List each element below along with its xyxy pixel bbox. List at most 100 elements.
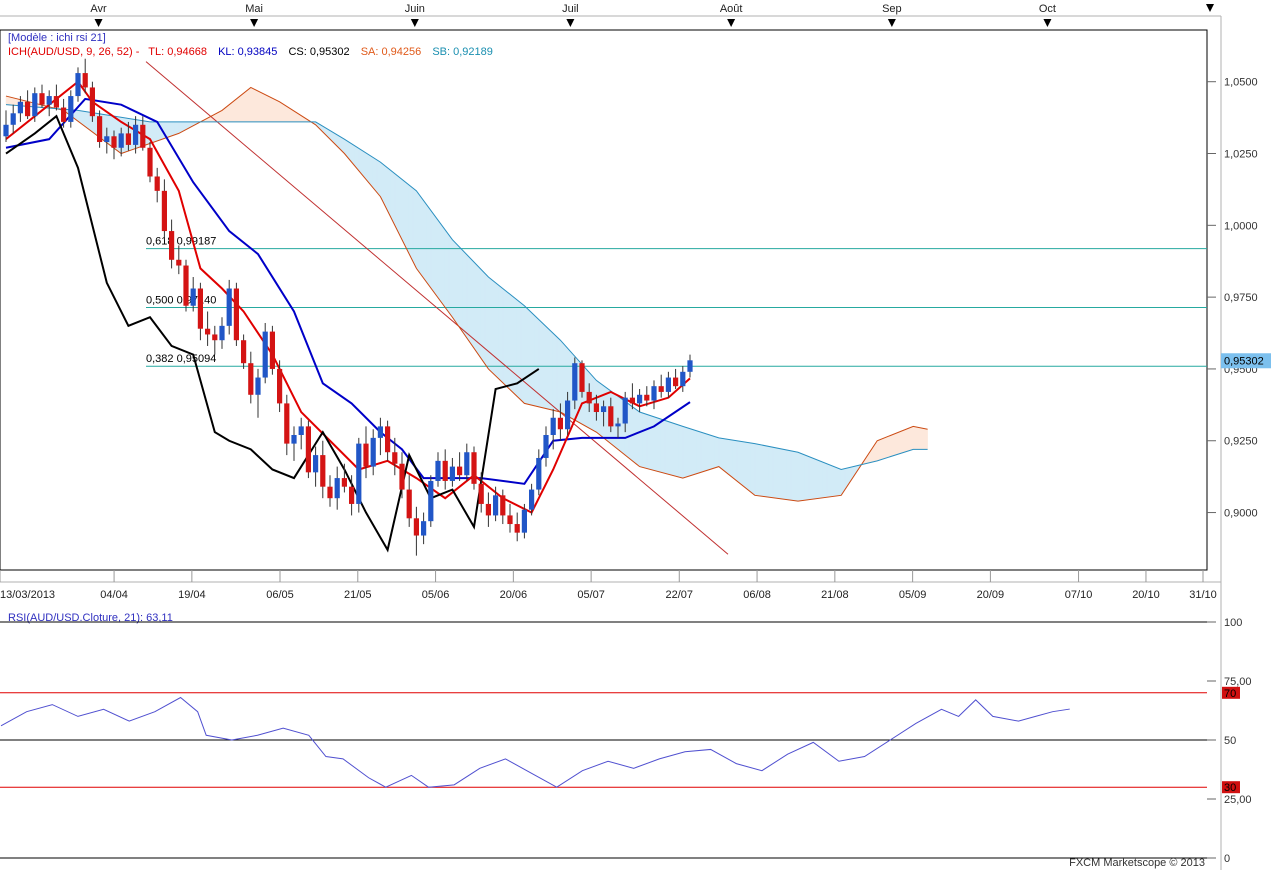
candle [485,492,491,527]
cloud-segment [257,90,262,123]
candle [82,58,88,94]
cloud-segment [639,411,644,468]
candle [356,437,362,513]
candle [89,81,95,122]
cloud-segment [804,454,810,501]
price-tick-label: 1,0250 [1224,149,1258,161]
cloud-segment [761,444,766,498]
candle [233,282,239,346]
candle [370,429,376,476]
candle [579,360,585,398]
candle [169,219,175,269]
month-label: Août [720,3,743,15]
cloud-segment [642,412,648,469]
date-tick-label: 07/10 [1065,589,1093,601]
date-tick-label: 20/10 [1132,589,1160,601]
cloud-segment [462,250,468,339]
indicator-name: ICH(AUD/USD, 9, 26, 52) - [8,46,140,58]
candle [629,383,635,410]
cloud-segment [405,181,410,255]
cloud-segment [696,430,702,474]
cloud-segment [365,152,370,185]
cloud-segment [408,184,414,262]
cloud-segment [560,339,565,415]
cloud-segment [455,242,460,329]
candle [262,322,268,384]
cloud-segment [527,308,532,406]
candle [305,420,311,479]
cloud-segment [905,427,910,453]
rsi-level-badge [1222,781,1240,794]
cloud-segment [146,121,151,146]
candle [133,116,139,154]
candle [341,463,347,493]
candle [449,457,455,487]
cloud-segment [884,436,889,459]
cloud-segment [531,312,536,407]
candle [313,446,319,487]
cloud-segment [740,441,745,488]
candle [514,512,520,542]
cloud-segment [549,329,554,411]
legend-kl: KL: 0,93845 [218,46,277,58]
cloud-segment [434,214,439,299]
cloud-segment [830,464,835,498]
cloud-segment [786,449,792,501]
candle [385,420,391,461]
legend-tl: TL: 0,94668 [148,46,207,58]
month-label: Sep [882,3,902,15]
cloud-segment [812,457,817,500]
candle [284,394,290,456]
cloud-segment [459,246,464,334]
cloud-segment [725,438,730,476]
cloud-segment [236,95,241,123]
senkou-a-line [5,86,928,502]
cloud-segment [502,287,507,387]
cloud-segment [480,268,486,365]
month-marker-icon [1043,19,1052,27]
cloud-segment [891,433,896,457]
candle [226,279,232,335]
price-tick-label: 1,0000 [1224,220,1258,232]
candle [97,110,103,148]
cloud-segment [441,224,446,309]
month-marker-icon [250,19,259,27]
cloud-segment [671,422,676,477]
rsi-tick-label: 0 [1224,853,1230,865]
cloud-segment [686,427,691,478]
cloud-segment [779,448,784,500]
candle [421,512,427,545]
month-label: Juin [405,3,425,15]
cloud-segment [419,194,424,279]
cloud-segment [772,446,777,499]
month-marker-icon [727,19,736,27]
model-label: [Modèle : ichi rsi 21] [8,32,106,44]
cloud-segment [711,435,716,470]
candle [118,127,124,157]
cloud-segment [794,451,799,502]
cloud-segment [545,325,550,410]
rsi-tick-label: 75,00 [1224,676,1252,688]
cloud-segment [635,408,640,468]
candle [435,452,441,487]
cloud-segment [826,463,831,498]
cloud-segment [516,299,522,401]
trendline[interactable] [145,61,729,555]
cloud-segment [261,92,266,123]
cloud-segment [232,98,237,123]
cloud-segment [401,178,406,247]
candle [428,475,434,527]
candle [334,466,340,510]
svg-text:0,95302: 0,95302 [1224,355,1264,367]
rsi-panel[interactable]: RSI(AUD/USD.Cloture, 21): 63,11 100 75,00… [0,612,1252,865]
footer-brand: FXCM Marketscope © 2013 [1069,857,1205,869]
cloud-segment [246,86,252,123]
cloud-segment [819,460,824,499]
candle [241,334,247,369]
cloud-segment [887,434,892,458]
cloud-segment [754,443,759,497]
rsi-tick-label: 100 [1224,617,1242,629]
candle [298,417,304,450]
cloud-segment [498,285,504,384]
